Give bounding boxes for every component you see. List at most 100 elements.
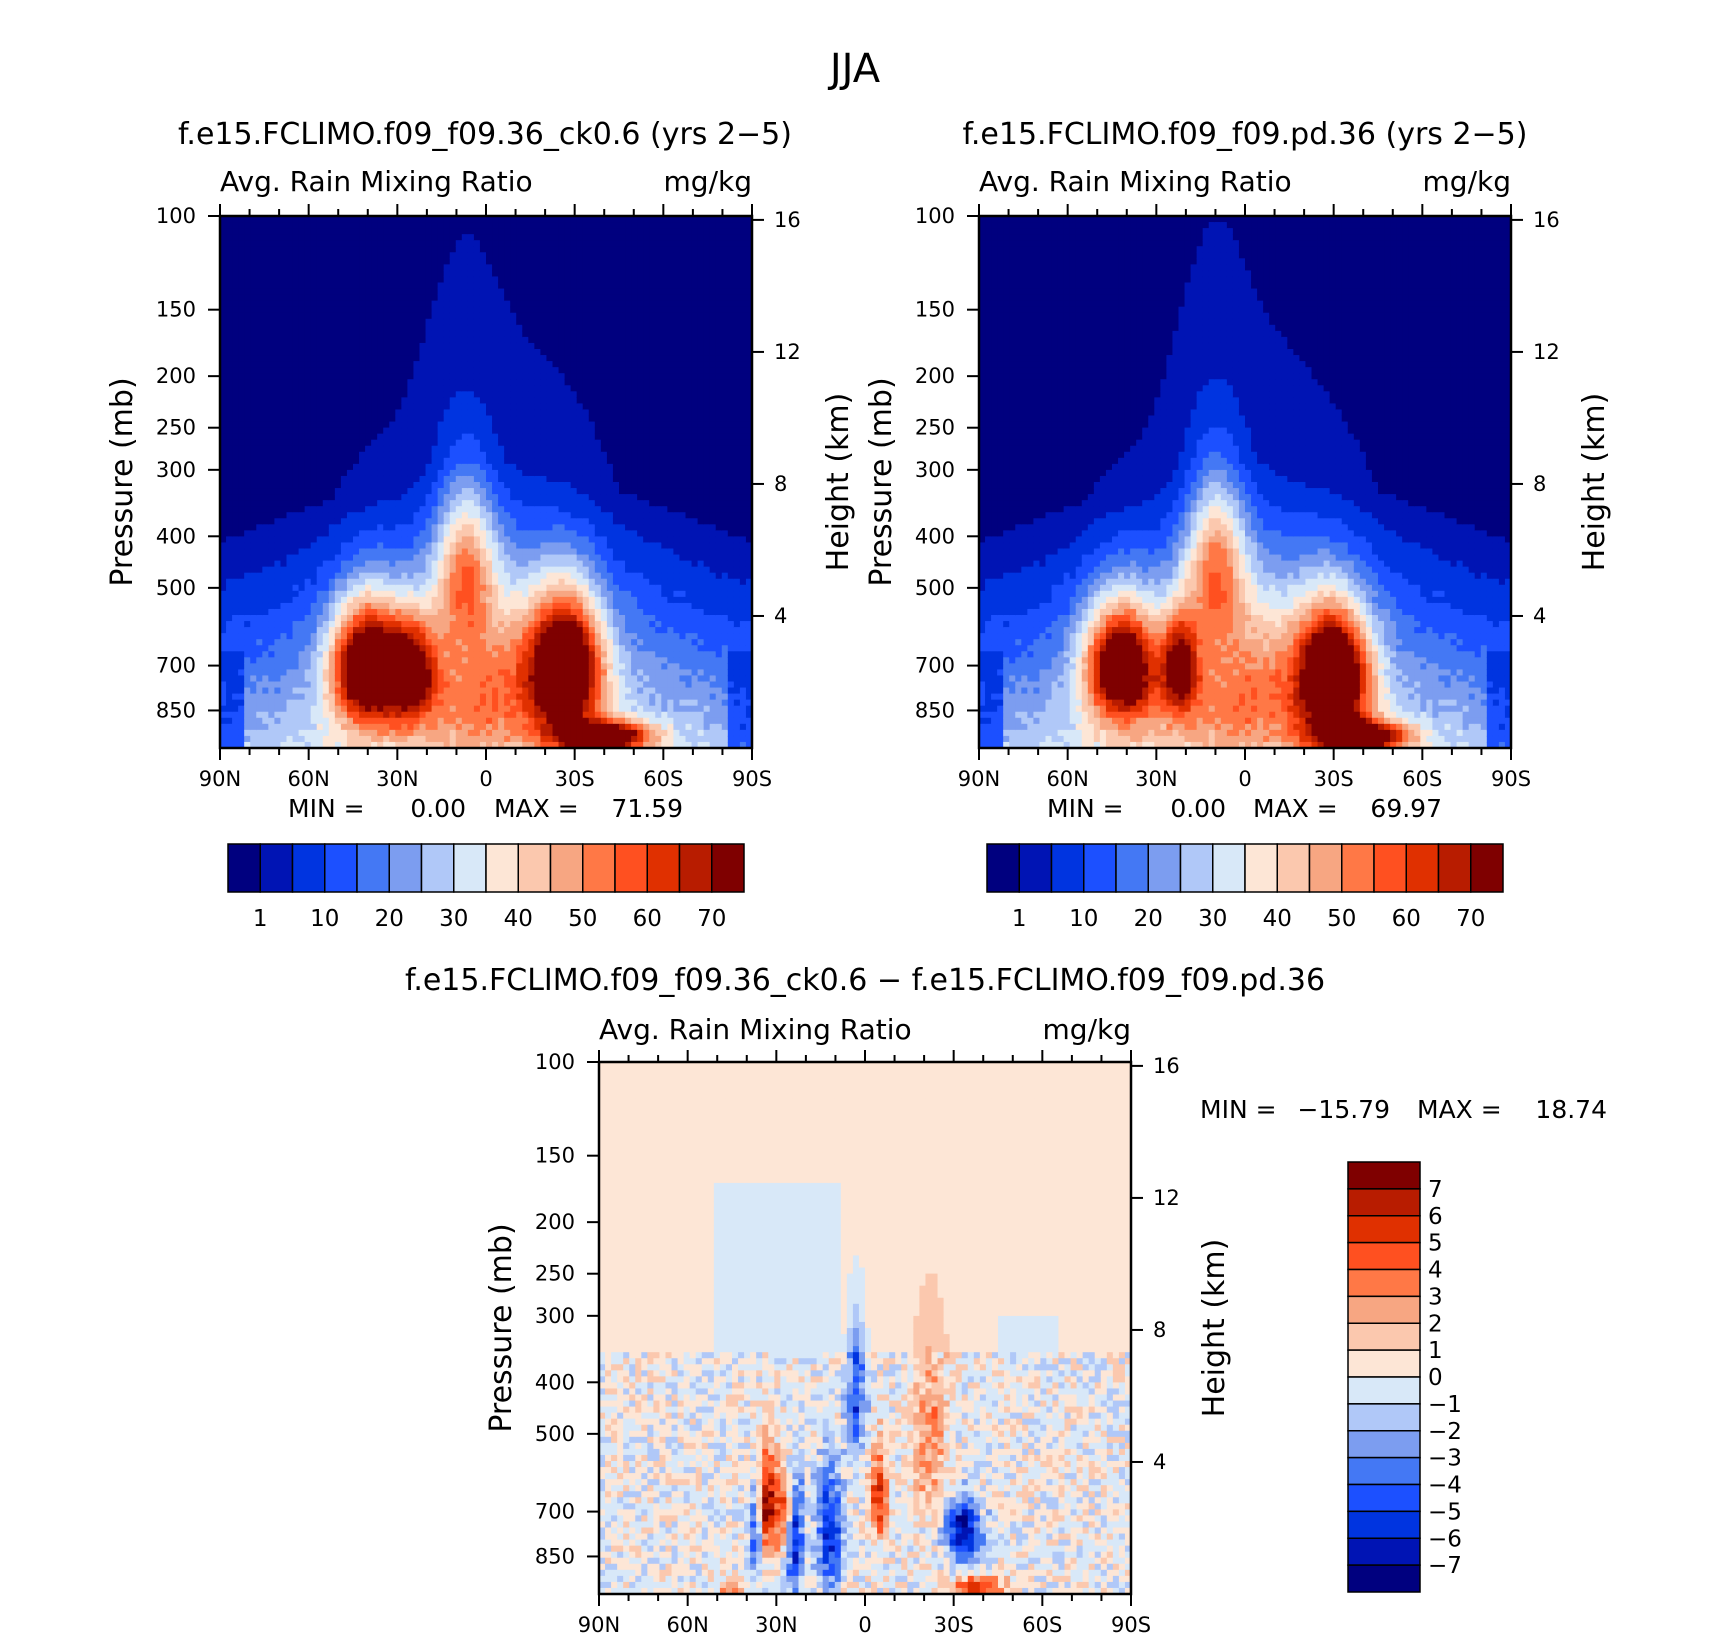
contour-cell [479,590,487,598]
contour-cell [413,457,421,465]
contour-cell [359,355,366,362]
contour-cell [262,482,269,489]
contour-cell [558,306,566,314]
contour-cell [522,403,529,411]
contour-cell [419,506,427,513]
contour-cell [316,421,324,429]
contour-cell [298,506,306,513]
contour-cell [425,675,433,683]
contour-cell [334,240,342,247]
contour-cell [546,669,554,677]
contour-cell [395,361,402,368]
contour-cell [467,657,475,664]
contour-cell [425,270,433,278]
contour-cell [220,621,227,628]
contour-cell [316,427,324,435]
contour-cell [413,542,421,550]
contour-cell [365,596,372,604]
contour-cell [534,482,542,489]
contour-cell [226,264,233,272]
contour-cell [256,312,263,320]
contour-cell [461,445,469,453]
contour-cell [467,530,475,538]
contour-cell [310,397,318,405]
contour-cell [316,240,324,247]
contour-cell [479,572,487,580]
contour-cell [389,427,396,435]
contour-cell [346,330,354,338]
contour-cell [552,621,560,628]
contour-cell [334,367,342,374]
contour-cell [328,367,336,374]
contour-cell [504,397,511,405]
contour-cell [268,421,276,429]
contour-cell [510,451,517,459]
contour-cell [244,548,251,556]
contour-cell [419,385,427,392]
contour-cell [443,615,451,622]
contour-cell [479,578,487,586]
contour-cell [431,270,439,278]
contour-cell [298,711,306,719]
contour-cell [486,409,493,417]
contour-cell [443,355,451,362]
contour-cell [365,608,372,616]
contour-cell [383,681,390,689]
contour-cell [534,669,542,677]
contour-cell [486,657,493,664]
contour-cell [353,421,360,429]
contour-cell [504,675,511,683]
contour-cell [377,566,384,574]
contour-cell [250,427,257,435]
contour-cell [346,409,354,417]
contour-cell [492,711,499,719]
contour-cell [238,542,245,550]
contour-cell [280,530,288,538]
contour-cell [274,421,282,429]
contour-cell [492,342,499,350]
contour-cell [479,367,487,374]
contour-cell [552,246,560,253]
contour-cell [389,312,396,320]
contour-cell [298,445,306,453]
contour-cell [250,397,257,405]
contour-cell [479,240,487,247]
contour-cell [304,699,312,707]
contour-cell [431,445,439,453]
contour-cell [443,336,451,344]
contour-cell [340,518,348,525]
contour-cell [443,482,451,489]
contour-cell [310,717,318,725]
contour-cell [486,216,493,223]
contour-cell [220,512,227,519]
contour-cell [280,548,288,556]
contour-cell [334,421,342,429]
contour-cell [256,663,263,671]
contour-cell [504,615,511,622]
contour-cell [226,560,233,568]
contour-cell [534,355,542,362]
contour-cell [540,566,548,574]
contour-cell [437,615,445,622]
contour-cell [298,699,306,707]
contour-cell [346,681,354,689]
contour-cell [389,518,396,525]
contour-cell [522,621,529,628]
contour-cell [353,675,360,683]
contour-cell [504,228,511,235]
contour-cell [238,615,245,622]
contour-cell [534,536,542,544]
contour-cell [334,554,342,562]
contour-cell [298,397,306,405]
contour-cell [510,572,517,580]
contour-cell [383,633,390,640]
contour-cell [419,735,427,743]
contour-cell [401,415,409,423]
contour-cell [340,276,348,284]
contour-cell [280,627,288,634]
contour-cell [268,633,276,640]
contour-cell [377,596,384,604]
contour-cell [274,439,282,447]
contour-cell [256,596,263,604]
contour-cell [292,615,300,622]
